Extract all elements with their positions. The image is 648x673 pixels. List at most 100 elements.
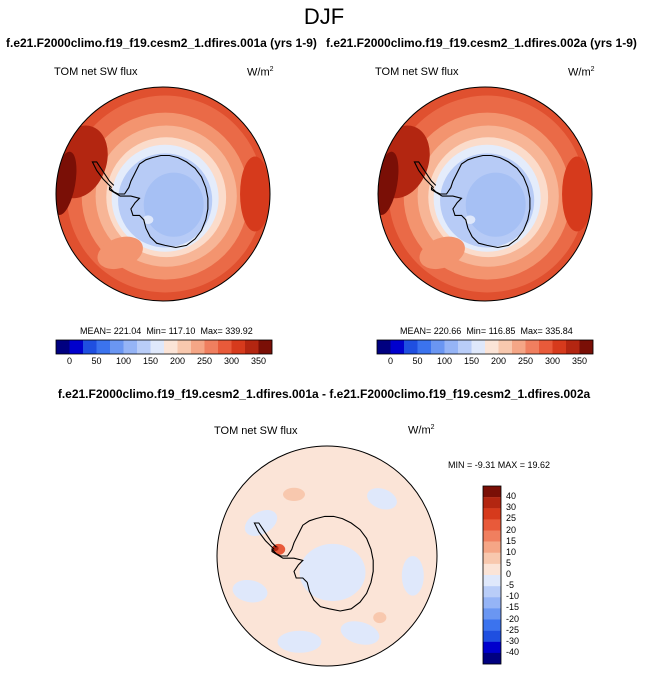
colorbar1-swatch-2 xyxy=(83,340,97,354)
map3-patch-3 xyxy=(401,556,424,596)
map2-peninsula-coastline xyxy=(413,161,437,188)
panel2-units: W/m2 xyxy=(568,66,595,79)
colorbar3-swatch-15 xyxy=(483,652,501,665)
panel1-case-title: f.e21.F2000climo.f19_f19.cesm2_1.dfires.… xyxy=(6,36,317,50)
panel2-min: Min= 116.85 xyxy=(466,326,516,336)
figure-title: DJF xyxy=(303,4,345,29)
map2-patch-4 xyxy=(465,172,526,237)
colorbar3-swatch-9 xyxy=(483,586,501,598)
colorbar2-swatch-8 xyxy=(485,340,499,354)
map1-patch-3 xyxy=(97,236,143,270)
colorbar2-swatch-14 xyxy=(566,340,580,354)
colorbar3-swatch-10 xyxy=(483,597,501,609)
colorbar1-tick-label: 300 xyxy=(223,356,240,366)
difference-case-title: f.e21.F2000climo.f19_f19.cesm2_1.dfires.… xyxy=(57,387,591,401)
colorbar1-swatch-15 xyxy=(258,340,273,354)
difference-colorbar-ticks: 40 30 25 20 15 10 5 0 -5 -10 -15 -20 -25 -30 -40 xyxy=(506,486,536,664)
map2-patch-2 xyxy=(562,156,592,232)
map2-antarctica-coastline xyxy=(430,154,531,249)
colorbar1-swatch-5 xyxy=(123,340,138,354)
colorbar3-tick-label: -30 xyxy=(506,635,520,646)
colorbar3-tick-label: -25 xyxy=(506,624,520,635)
map3-patch-6 xyxy=(299,543,366,602)
map2-border xyxy=(377,86,593,302)
colorbar1-swatch-0 xyxy=(56,340,70,354)
colorbar3-tick-label: 30 xyxy=(506,502,517,513)
colorbar3-tick-label: 20 xyxy=(506,524,517,535)
colorbar1-tick-label: 250 xyxy=(196,356,213,366)
colorbar1-swatch-11 xyxy=(204,340,219,354)
colorbar3-swatch-7 xyxy=(483,563,501,576)
map1-patch-4 xyxy=(143,172,204,237)
colorbar2-swatch-10 xyxy=(512,340,526,354)
colorbar3-tick-label: 15 xyxy=(506,535,517,546)
colorbar3-swatch-5 xyxy=(483,541,501,553)
colorbar3-tick-label: -10 xyxy=(506,591,520,602)
colorbar2-tick-label: 250 xyxy=(517,356,534,366)
map3-patch-8 xyxy=(272,545,279,552)
colorbar3-tick-label: 40 xyxy=(506,491,517,502)
colorbar2-tick-label: 300 xyxy=(544,356,561,366)
panel1-units: W/m2 xyxy=(247,66,274,79)
colorbar3-tick-label: -5 xyxy=(506,580,515,591)
colorbar1-swatch-4 xyxy=(110,340,124,354)
panel1-max: Max= 339.92 xyxy=(200,326,253,336)
colorbar2-swatch-15 xyxy=(579,340,594,354)
colorbar2-tick-label: 100 xyxy=(436,356,453,366)
panel2-mean: MEAN= 220.66 xyxy=(400,326,462,336)
colorbar2-swatch-11 xyxy=(525,340,540,354)
panel1-variable-label: TOM net SW flux xyxy=(54,66,138,78)
colorbar1-swatch-13 xyxy=(231,340,246,354)
difference-polar-map xyxy=(216,445,438,667)
colorbar1-tick-label: 100 xyxy=(115,356,132,366)
map3-patch-9 xyxy=(373,612,387,624)
colorbar3-tick-label: -15 xyxy=(506,602,520,613)
map3-patch-10 xyxy=(283,487,305,501)
difference-units: W/m2 xyxy=(408,424,435,437)
panel1-colorbar xyxy=(55,339,273,355)
colorbar3-swatch-14 xyxy=(483,641,501,654)
panel1-polar-map xyxy=(55,86,271,302)
map3-antarctica-coastline xyxy=(271,515,374,612)
colorbar2-tick-label: 50 xyxy=(412,356,423,366)
map1-peninsula-coastline xyxy=(91,161,115,188)
colorbar1-swatch-3 xyxy=(96,340,111,354)
panel2-colorbar xyxy=(376,339,594,355)
colorbar3-swatch-3 xyxy=(483,519,501,531)
panel2-polar-map xyxy=(377,86,593,302)
panel2-case-title: f.e21.F2000climo.f19_f19.cesm2_1.dfires.… xyxy=(326,36,637,50)
colorbar2-swatch-2 xyxy=(404,340,418,354)
colorbar1-swatch-9 xyxy=(177,340,192,354)
map3-patch-1 xyxy=(244,510,278,536)
colorbar3-tick-label: -20 xyxy=(506,613,520,624)
panel2-colorbar-ticks: 0 50 100 150 200 250 300 350 xyxy=(377,356,593,368)
map3-patch-5 xyxy=(277,630,322,653)
colorbar2-swatch-3 xyxy=(417,340,432,354)
map1-patch-2 xyxy=(240,156,270,232)
panel2-max: Max= 335.84 xyxy=(520,326,573,336)
map3-patch-0 xyxy=(367,488,397,510)
colorbar1-swatch-6 xyxy=(137,340,151,354)
panel1-mean: MEAN= 221.04 xyxy=(80,326,142,336)
colorbar3-swatch-0 xyxy=(483,486,501,498)
map2-patch-3 xyxy=(419,236,465,270)
colorbar2-swatch-13 xyxy=(552,340,567,354)
colorbar2-tick-label: 150 xyxy=(463,356,480,366)
difference-variable-label: TOM net SW flux xyxy=(214,425,298,437)
colorbar2-swatch-5 xyxy=(444,340,459,354)
colorbar1-tick-label: 0 xyxy=(66,356,72,366)
colorbar2-swatch-9 xyxy=(498,340,513,354)
colorbar2-swatch-7 xyxy=(471,340,486,354)
colorbar2-tick-label: 350 xyxy=(571,356,588,366)
colorbar2-tick-label: 0 xyxy=(387,356,393,366)
colorbar3-swatch-11 xyxy=(483,608,501,620)
difference-stats: MIN = -9.31 MAX = 19.62 xyxy=(448,460,551,470)
colorbar3-swatch-1 xyxy=(483,497,501,509)
map2-patch-5 xyxy=(464,215,476,224)
map3-border xyxy=(216,445,438,667)
colorbar3-tick-label: -40 xyxy=(506,646,520,657)
colorbar1-tick-label: 200 xyxy=(169,356,186,366)
colorbar3-swatch-2 xyxy=(483,508,501,520)
colorbar1-tick-label: 150 xyxy=(142,356,159,366)
colorbar1-swatch-7 xyxy=(150,340,165,354)
